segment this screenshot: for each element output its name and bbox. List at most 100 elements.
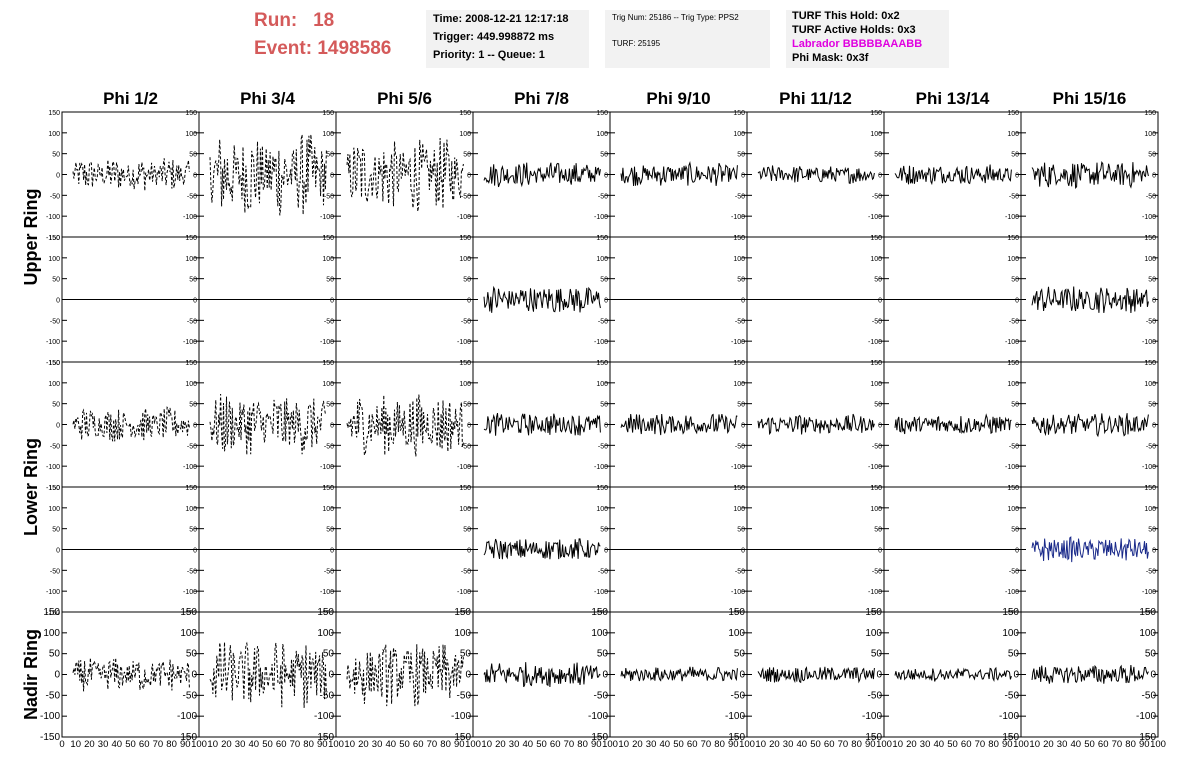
y-tick-label: 0 [878, 548, 882, 555]
y-tick-label: 50 [737, 277, 745, 284]
y-tick-label: -100 [46, 589, 60, 596]
y-tick-label: -100 [320, 214, 334, 221]
x-tick-label: 20 [221, 739, 232, 750]
x-tick-label: 40 [112, 739, 123, 750]
x-tick-label: 40 [249, 739, 260, 750]
waveform-trace [483, 285, 601, 313]
y-tick-label: 0 [1015, 173, 1019, 180]
y-tick-label: -100 [314, 711, 334, 722]
y-tick-label: 50 [52, 527, 60, 534]
y-tick-label: -100 [862, 711, 882, 722]
y-tick-label: -50 [735, 568, 745, 575]
y-tick-label: -150 [588, 732, 608, 743]
y-tick-label: 0 [467, 548, 471, 555]
y-tick-label: 0 [741, 298, 745, 305]
y-tick-label: 50 [326, 152, 334, 159]
y-tick-label: 50 [326, 402, 334, 409]
y-tick-label: 100 [459, 256, 471, 263]
y-tick-label: 50 [463, 402, 471, 409]
y-tick-label: 0 [193, 173, 197, 180]
y-tick-label: -100 [731, 339, 745, 346]
x-tick-label: 50 [125, 739, 136, 750]
y-tick-label: -150 [46, 235, 60, 242]
waveform-trace [894, 164, 1012, 186]
x-tick-label: 10 [207, 739, 218, 750]
y-tick-label: 150 [870, 110, 882, 117]
x-tick-label: 90 [317, 739, 328, 750]
x-tick-label: 90 [865, 739, 876, 750]
x-tick-label: 70 [564, 739, 575, 750]
waveform-trace [346, 644, 464, 707]
y-tick-label: -100 [588, 711, 608, 722]
y-tick-label: 100 [322, 131, 334, 138]
y-tick-label: 50 [186, 649, 198, 660]
y-tick-label: -50 [598, 193, 608, 200]
x-tick-label: 90 [1002, 739, 1013, 750]
x-tick-label: 30 [920, 739, 931, 750]
y-tick-label: -50 [1009, 318, 1019, 325]
y-tick-label: 0 [602, 670, 608, 681]
y-tick-label: 50 [1008, 649, 1020, 660]
y-tick-label: -50 [1009, 443, 1019, 450]
y-tick-label: 0 [56, 423, 60, 430]
y-tick-label: 150 [733, 360, 745, 367]
y-tick-label: -100 [868, 214, 882, 221]
x-tick-label: 70 [701, 739, 712, 750]
y-tick-label: 50 [1148, 152, 1156, 159]
y-tick-label: 0 [604, 423, 608, 430]
y-tick-label: 100 [596, 256, 608, 263]
y-tick-label: 50 [1145, 649, 1157, 660]
waveform-trace [209, 393, 327, 455]
y-tick-label: 150 [459, 360, 471, 367]
y-tick-label: 0 [1152, 548, 1156, 555]
y-tick-label: 150 [454, 607, 471, 618]
y-tick-label: -50 [50, 443, 60, 450]
column-header: Phi 9/10 [646, 89, 710, 108]
y-tick-label: 100 [317, 628, 334, 639]
y-tick-label: 0 [328, 670, 334, 681]
x-tick-label: 40 [1071, 739, 1082, 750]
y-tick-label: -100 [1142, 339, 1156, 346]
y-tick-label: 100 [1007, 381, 1019, 388]
y-tick-label: 100 [1007, 256, 1019, 263]
y-tick-label: 100 [596, 506, 608, 513]
x-tick-label: 80 [851, 739, 862, 750]
y-tick-label: -50 [1146, 193, 1156, 200]
ring-label: Lower Ring [21, 438, 41, 536]
y-tick-label: -50 [324, 568, 334, 575]
y-tick-label: 150 [591, 607, 608, 618]
y-tick-label: 100 [733, 506, 745, 513]
y-tick-label: 150 [733, 235, 745, 242]
trigger-text: Trigger: 449.998872 ms [433, 31, 555, 43]
y-tick-label: 50 [874, 152, 882, 159]
priority-text: Priority: 1 -- Queue: 1 [433, 49, 545, 61]
y-tick-label: -100 [457, 464, 471, 471]
x-tick-label: 100 [191, 739, 207, 750]
y-tick-label: -100 [1005, 464, 1019, 471]
y-tick-label: 150 [870, 235, 882, 242]
phi-mask-text: Phi Mask: 0x3f [792, 52, 869, 64]
x-tick-label: 60 [824, 739, 835, 750]
y-tick-label: 50 [600, 277, 608, 284]
x-tick-label: 100 [1150, 739, 1166, 750]
x-tick-label: 20 [632, 739, 643, 750]
y-tick-label: 0 [1152, 298, 1156, 305]
y-tick-label: 50 [874, 402, 882, 409]
y-tick-label: 0 [741, 548, 745, 555]
panel-frame [198, 611, 337, 738]
waveform-trace [209, 641, 327, 708]
trig-num-text: Trig Num: 25186 -- Trig Type: PPS2 [612, 13, 739, 22]
x-tick-label: 20 [84, 739, 95, 750]
y-tick-label: 0 [330, 423, 334, 430]
x-tick-label: 50 [399, 739, 410, 750]
y-tick-label: 150 [185, 485, 197, 492]
y-tick-label: 100 [733, 256, 745, 263]
y-tick-label: 100 [459, 506, 471, 513]
y-tick-label: 150 [1144, 110, 1156, 117]
x-tick-label: 20 [1043, 739, 1054, 750]
y-tick-label: 0 [193, 548, 197, 555]
y-tick-label: 0 [193, 423, 197, 430]
y-tick-label: -100 [46, 464, 60, 471]
y-tick-label: 150 [596, 235, 608, 242]
